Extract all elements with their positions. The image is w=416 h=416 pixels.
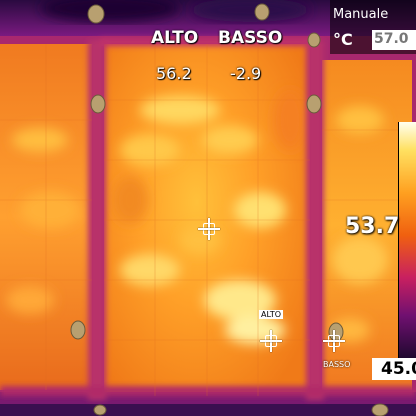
scale-max-value: 57.0 — [374, 31, 409, 47]
center-spot-crosshair-icon — [198, 218, 220, 240]
high-value: 56.2 — [156, 64, 192, 83]
scale-mode-label[interactable]: Manuale — [333, 7, 389, 22]
center-spot-temperature: 53.7 — [345, 214, 400, 239]
cold-spot-tag: BASSO — [323, 360, 351, 369]
low-value: -2.9 — [230, 64, 262, 83]
color-palette-bar — [398, 122, 416, 358]
high-label: ALTO — [151, 28, 199, 48]
hot-spot-crosshair-icon — [260, 330, 282, 352]
scale-min-box — [372, 358, 416, 380]
cold-spot-crosshair-icon — [323, 330, 345, 352]
hot-spot-tag: ALTO — [259, 310, 284, 319]
temperature-unit: °C — [333, 30, 353, 49]
low-label: BASSO — [218, 28, 283, 48]
scale-max-box — [372, 30, 416, 50]
scale-min-value: 45.0 — [381, 359, 416, 379]
